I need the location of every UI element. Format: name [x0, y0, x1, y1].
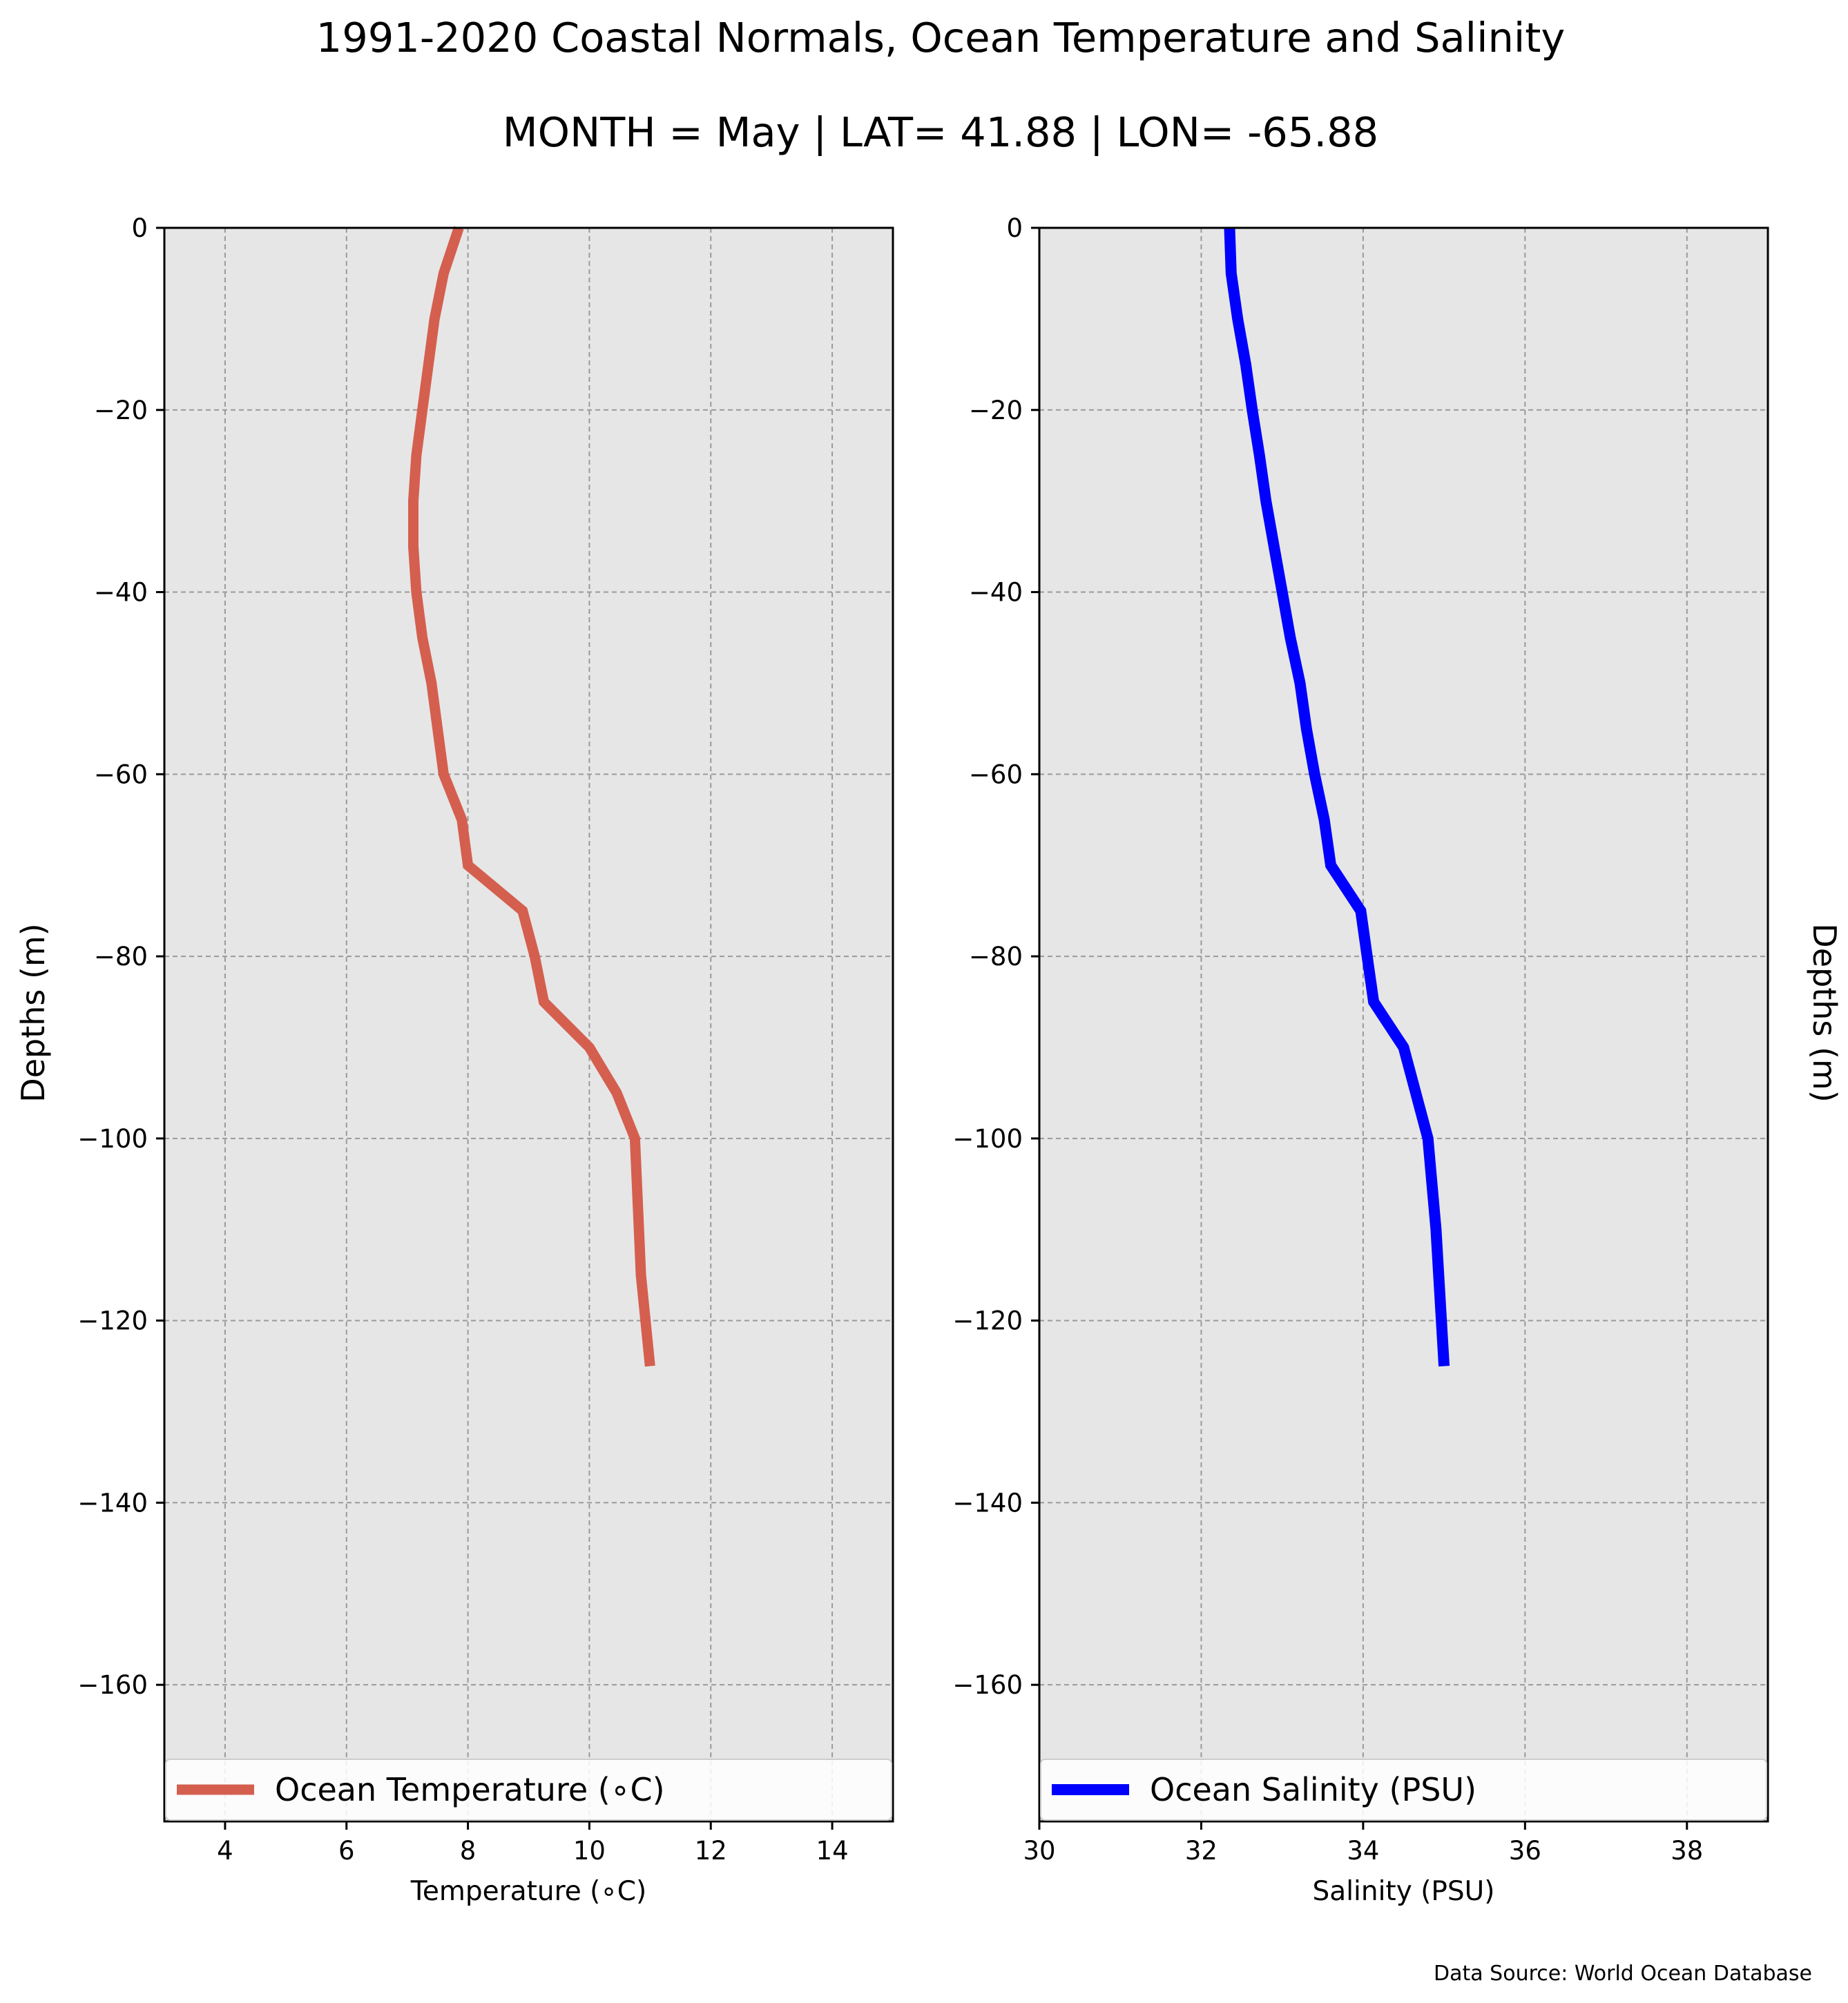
temperature-y-tick-label: −160: [77, 1670, 148, 1700]
temperature-x-tick-label: 14: [816, 1836, 849, 1866]
salinity-legend: Ocean Salinity (PSU): [1040, 1759, 1767, 1821]
temperature-x-tick-label: 8: [460, 1836, 477, 1866]
temperature-series-line: [408, 226, 655, 1367]
salinity-y-tick-label: −40: [969, 578, 1023, 608]
temperature-legend-box: [165, 1759, 892, 1821]
salinity-y-tick-label: −140: [952, 1488, 1023, 1518]
temperature-y-tick-label: 0: [131, 213, 148, 243]
temperature-axes-frame: [163, 226, 894, 1823]
temperature-legend: Ocean Temperature (∘C): [165, 1759, 892, 1821]
salinity-legend-label: Ocean Salinity (PSU): [1150, 1771, 1476, 1808]
salinity-y-tick-label: −100: [952, 1124, 1023, 1154]
temperature-y-tick-label: −100: [77, 1124, 148, 1154]
salinity-panel: 30 32 34 36 38 0 −20 −40 −60 −80 −100 −120 −140 −160 S…: [952, 213, 1769, 1907]
salinity-y-tick-label: −80: [969, 942, 1023, 971]
temperature-y-axis-label: Depths (m): [15, 923, 52, 1102]
salinity-y-tick-label: −120: [952, 1306, 1023, 1336]
temperature-y-tick-label: −80: [94, 942, 148, 971]
temperature-legend-label: Ocean Temperature (∘C): [275, 1771, 665, 1808]
temperature-y-tick-label: −60: [94, 759, 148, 789]
temperature-x-axis-label: Temperature (∘C): [410, 1876, 647, 1907]
temperature-x-tick-label: 6: [338, 1836, 355, 1866]
salinity-legend-box: [1040, 1759, 1767, 1821]
salinity-y-axis-label: Depths (m): [1806, 923, 1843, 1102]
salinity-x-tick-label: 30: [1023, 1836, 1055, 1866]
salinity-x-tick-label: 38: [1671, 1836, 1703, 1866]
salinity-x-axis-label: Salinity (PSU): [1313, 1876, 1495, 1907]
salinity-series-line: [1224, 227, 1450, 1367]
salinity-plot-area: [1039, 228, 1768, 1821]
temperature-y-tick-label: −120: [77, 1306, 148, 1336]
salinity-y-tick-label: −160: [952, 1670, 1023, 1700]
temperature-y-tick-label: −140: [77, 1488, 148, 1518]
salinity-y-tick-label: 0: [1006, 213, 1023, 243]
salinity-x-tick-label: 32: [1185, 1836, 1217, 1866]
data-source-note: Data Source: World Ocean Database: [1434, 1962, 1812, 1986]
figure-title: 1991-2020 Coastal Normals, Ocean Tempera…: [316, 14, 1566, 61]
temperature-y-tick-label: −20: [94, 396, 148, 425]
temperature-x-tick-label: 4: [217, 1836, 233, 1866]
temperature-plot-area: [164, 228, 893, 1821]
salinity-axes-frame: [1038, 226, 1769, 1823]
figure-subtitle: MONTH = May | LAT= 41.88 | LON= -65.88: [503, 108, 1378, 156]
salinity-y-tick-label: −20: [969, 396, 1023, 425]
salinity-y-tick-label: −60: [969, 759, 1023, 789]
temperature-x-tick-label: 12: [695, 1836, 727, 1866]
temperature-panel: 4 6 8 10 12 14 0 −20 −40 −60 −80 −100 −120 −140 −160 Te…: [77, 213, 894, 1907]
temperature-y-tick-label: −40: [94, 578, 148, 608]
salinity-x-tick-label: 34: [1347, 1836, 1379, 1866]
salinity-x-tick-label: 36: [1509, 1836, 1541, 1866]
temperature-x-tick-label: 10: [573, 1836, 606, 1866]
